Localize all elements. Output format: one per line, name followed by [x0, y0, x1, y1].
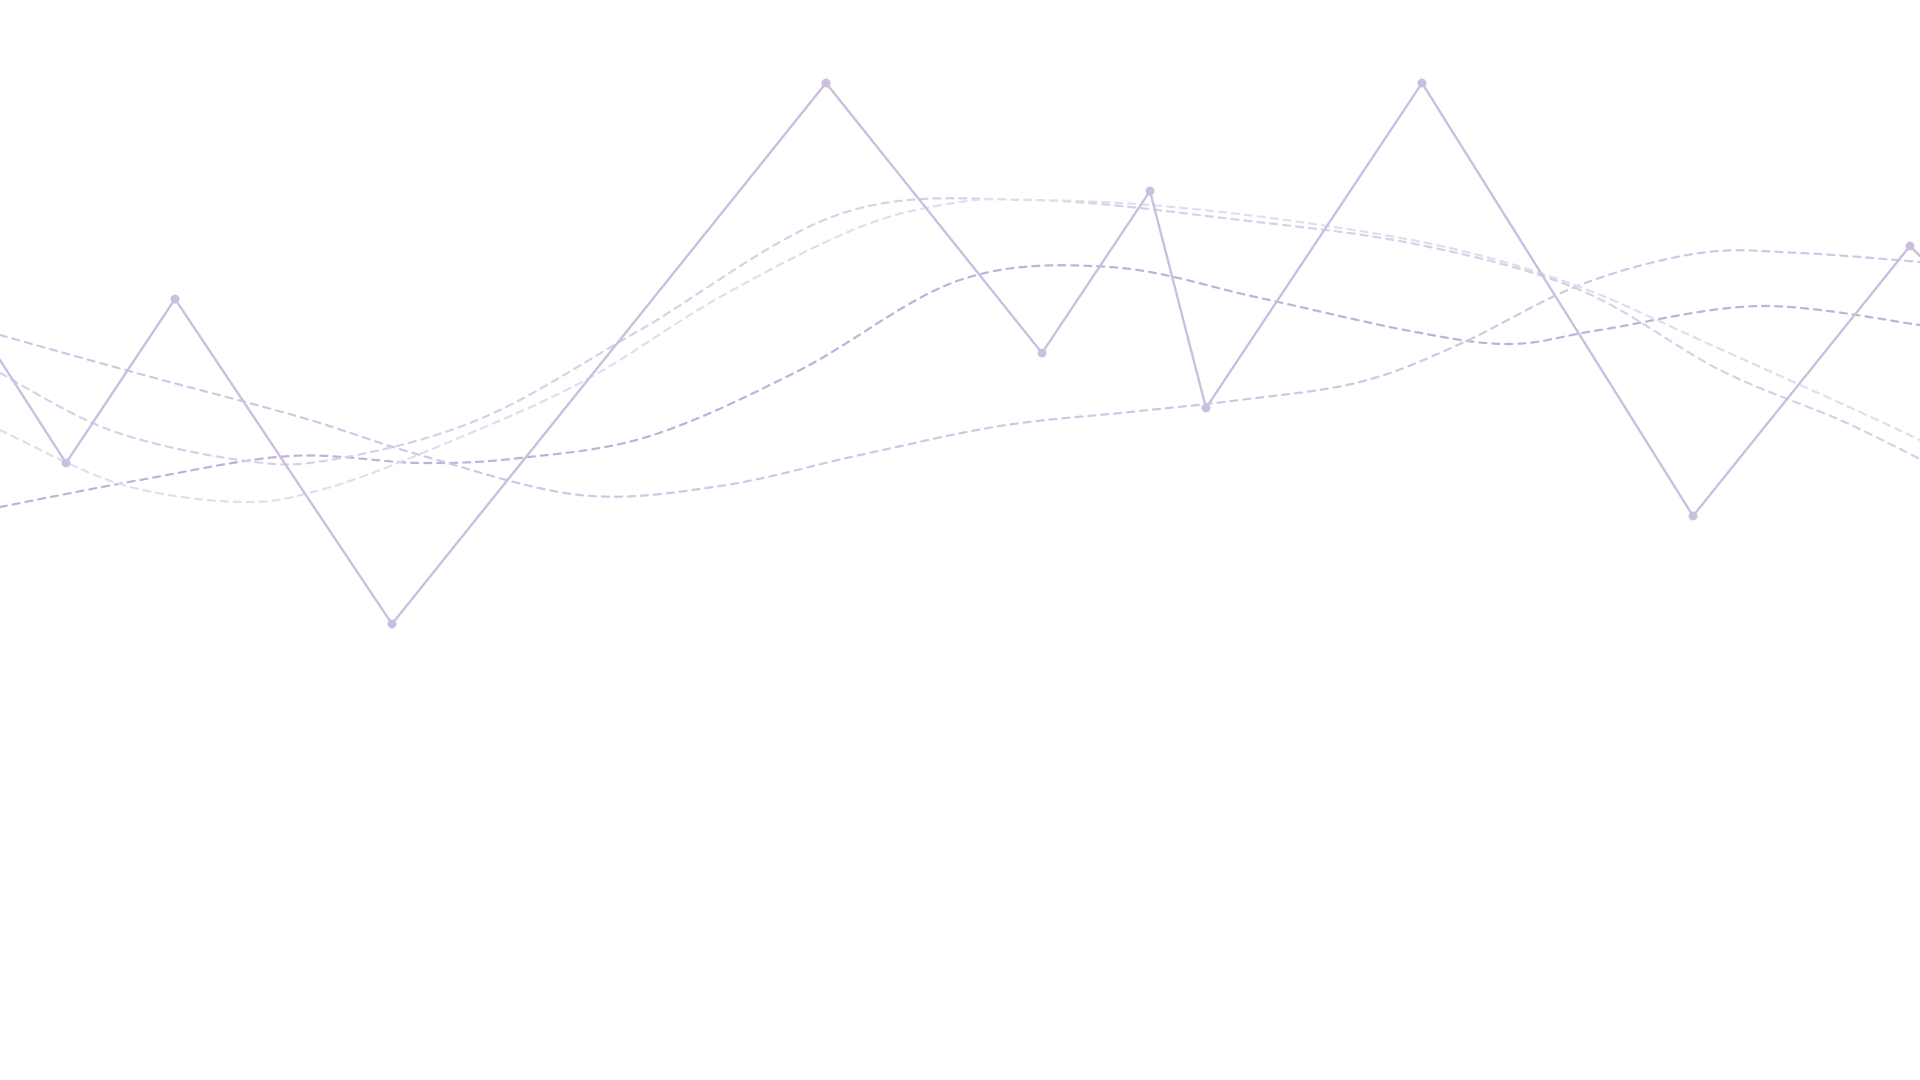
series-0-point-7: [1417, 78, 1427, 88]
series-0-point-6: [1201, 403, 1211, 413]
series-0-point-4: [1037, 348, 1047, 358]
series-1-line: [0, 264, 1920, 509]
series-0-line: [0, 81, 1920, 626]
series-4-line: [0, 198, 1920, 504]
series-0-point-3: [821, 78, 831, 88]
series-0-point-2: [387, 619, 397, 629]
series-2-line: [0, 249, 1920, 498]
series-0-point-1: [170, 294, 180, 304]
series-0-point-5: [1145, 186, 1155, 196]
series-0-point-8: [1688, 511, 1698, 521]
series-0-point-9: [1905, 241, 1915, 251]
series-3-line: [0, 197, 1920, 466]
series-0-point-0: [61, 458, 71, 468]
